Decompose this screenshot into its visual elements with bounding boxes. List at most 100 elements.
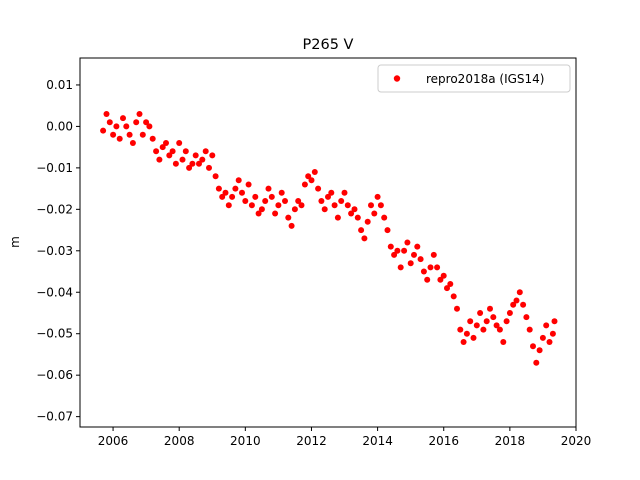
data-point — [222, 189, 229, 196]
y-axis-label: m — [8, 236, 22, 248]
data-point — [463, 330, 470, 337]
data-point — [447, 281, 454, 287]
data-point — [189, 160, 196, 167]
data-point — [437, 276, 444, 283]
data-point — [282, 198, 288, 204]
data-point — [381, 214, 388, 221]
legend: repro2018a (IGS14) — [377, 64, 571, 93]
data-point — [172, 160, 179, 167]
data-point — [163, 140, 169, 146]
data-point — [110, 131, 117, 138]
data-point — [229, 193, 236, 200]
data-point — [113, 123, 120, 130]
data-point — [490, 314, 497, 321]
data-point — [394, 247, 401, 254]
data-point — [318, 198, 325, 204]
data-point — [328, 189, 335, 196]
data-point — [536, 347, 543, 354]
data-point — [546, 339, 553, 345]
data-point — [506, 310, 513, 316]
data-point — [480, 326, 487, 333]
data-point — [500, 339, 507, 345]
data-point — [133, 119, 140, 126]
data-point — [146, 123, 153, 130]
data-point — [255, 210, 262, 217]
data-point — [414, 243, 421, 250]
data-point — [460, 339, 467, 345]
data-point — [116, 135, 123, 142]
x-tick-label: 2018 — [495, 434, 526, 448]
data-point — [454, 305, 460, 312]
data-point — [450, 293, 457, 300]
data-point — [308, 177, 315, 184]
x-axis: 2006 2008 2010 2012 2014 2016 2018 2020 — [98, 427, 591, 448]
data-point — [551, 318, 558, 325]
data-point — [268, 193, 275, 200]
data-point — [169, 148, 176, 155]
data-point — [248, 202, 255, 209]
data-point — [262, 198, 269, 204]
data-point — [404, 239, 411, 246]
x-tick-label: 2020 — [561, 434, 592, 448]
data-point — [206, 164, 212, 171]
scatter-points — [100, 111, 558, 366]
data-point — [245, 181, 252, 188]
data-point — [411, 251, 417, 258]
data-point — [397, 264, 404, 271]
data-point — [179, 156, 186, 163]
data-point — [477, 310, 484, 316]
data-point — [520, 301, 527, 308]
data-point — [225, 202, 232, 209]
data-point — [136, 111, 143, 117]
data-point — [384, 227, 391, 234]
data-point — [242, 198, 249, 204]
data-point — [196, 160, 202, 167]
data-point — [202, 148, 209, 155]
data-point — [143, 119, 150, 126]
x-tick-label: 2016 — [428, 434, 459, 448]
data-point — [156, 156, 163, 163]
data-point — [325, 193, 331, 200]
data-point — [186, 164, 193, 171]
data-point — [427, 264, 434, 271]
data-point — [139, 131, 146, 138]
data-point — [275, 202, 282, 209]
data-point — [493, 322, 500, 329]
data-point — [129, 140, 136, 146]
data-point — [100, 127, 107, 134]
data-point — [298, 202, 305, 209]
data-point — [368, 202, 374, 209]
data-point — [523, 314, 530, 321]
y-tick-label: −0.02 — [36, 202, 73, 216]
data-point — [321, 206, 328, 213]
data-point — [513, 297, 520, 304]
data-point — [159, 144, 166, 151]
y-tick-label: −0.03 — [36, 244, 73, 258]
data-point — [182, 148, 189, 155]
x-tick-label: 2008 — [164, 434, 195, 448]
data-point — [361, 235, 368, 242]
data-point — [295, 198, 302, 204]
data-point — [311, 169, 318, 175]
data-point — [539, 334, 546, 341]
y-axis: 0.01 0.00 −0.01 −0.02 −0.03 −0.04 −0.05 −0.06 −0… — [36, 78, 80, 424]
data-point — [212, 173, 219, 180]
data-point — [543, 322, 550, 329]
data-point — [103, 111, 110, 117]
data-point — [487, 305, 493, 312]
data-point — [473, 322, 480, 329]
data-point — [496, 326, 503, 333]
data-point — [176, 140, 183, 146]
y-tick-label: −0.01 — [36, 161, 73, 175]
data-point — [106, 119, 113, 126]
data-point — [348, 210, 355, 217]
y-tick-label: −0.06 — [36, 368, 73, 382]
data-point — [123, 123, 130, 130]
legend-box — [377, 64, 571, 93]
data-point — [334, 214, 341, 221]
data-point — [291, 206, 298, 213]
data-point — [301, 181, 308, 188]
data-point — [199, 156, 206, 163]
data-point — [258, 206, 265, 213]
